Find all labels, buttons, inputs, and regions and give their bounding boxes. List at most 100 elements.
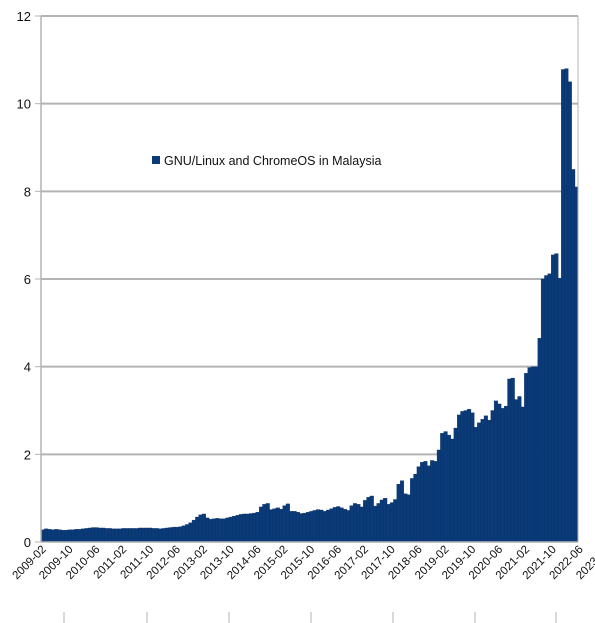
bar — [352, 503, 357, 543]
legend-label: GNU/Linux and ChromeOS in Malaysia — [164, 154, 381, 168]
bar — [309, 511, 314, 543]
bar — [369, 495, 374, 543]
bar — [554, 253, 559, 543]
bar — [282, 505, 287, 543]
bar — [386, 504, 391, 543]
bar — [473, 427, 478, 543]
bar — [332, 507, 337, 543]
gridlines — [41, 15, 578, 456]
bar — [87, 527, 92, 543]
bar — [316, 509, 321, 543]
bar — [252, 512, 257, 543]
bar — [463, 410, 468, 543]
y-axis-ticks: 0 2 4 6 8 10 12 — [17, 9, 41, 550]
bar — [399, 480, 404, 543]
bar — [379, 499, 384, 543]
bar — [67, 529, 72, 543]
bar — [527, 367, 532, 543]
bar — [279, 508, 284, 543]
bar — [426, 465, 431, 543]
bar — [218, 518, 223, 543]
bar — [363, 500, 368, 543]
bar — [111, 528, 116, 543]
bar — [500, 408, 505, 543]
bar — [470, 412, 475, 543]
bar — [292, 511, 297, 543]
bar — [242, 513, 247, 543]
bar — [107, 528, 112, 543]
bar — [84, 528, 89, 543]
y-tick-label: 4 — [24, 360, 31, 375]
bar — [517, 396, 522, 543]
bar — [497, 403, 502, 543]
bar — [457, 414, 462, 543]
bar — [483, 415, 488, 543]
bar — [64, 530, 69, 543]
bar — [138, 527, 143, 543]
bar — [248, 513, 253, 543]
bar — [97, 527, 102, 543]
bar — [185, 524, 190, 543]
bar — [60, 530, 65, 543]
bar — [121, 528, 126, 543]
bar — [94, 527, 99, 543]
bar — [561, 69, 566, 543]
bar — [326, 509, 331, 543]
bar — [416, 466, 421, 543]
bar — [238, 514, 243, 543]
bar — [396, 483, 401, 543]
bar — [178, 526, 183, 543]
bar — [47, 529, 52, 543]
bar — [272, 508, 277, 543]
bar — [128, 528, 133, 543]
bar — [389, 502, 394, 543]
bar — [262, 504, 267, 543]
bar — [195, 516, 200, 543]
series-bars — [40, 68, 579, 543]
bar — [537, 338, 542, 543]
bar — [269, 509, 274, 543]
bar — [154, 528, 159, 543]
bar — [161, 528, 166, 543]
bar — [208, 519, 213, 543]
bar — [124, 528, 129, 543]
bar — [77, 529, 82, 543]
bar — [557, 277, 562, 543]
bar — [259, 506, 264, 543]
bar — [57, 529, 62, 543]
bar — [302, 512, 307, 543]
bar — [520, 406, 525, 543]
bar — [295, 512, 300, 543]
bar — [232, 515, 237, 543]
bar — [453, 427, 458, 543]
bar — [514, 399, 519, 543]
y-tick-label: 0 — [24, 535, 31, 550]
bar — [436, 449, 441, 543]
bar — [171, 526, 176, 543]
bar — [50, 529, 55, 543]
bar — [222, 518, 227, 543]
bar — [104, 528, 109, 543]
y-tick-label: 2 — [24, 447, 31, 462]
bar — [443, 431, 448, 543]
bar — [383, 498, 388, 543]
bar — [540, 278, 545, 543]
bar — [228, 516, 233, 543]
bar — [299, 513, 304, 543]
bar — [571, 169, 576, 543]
bar — [567, 81, 572, 543]
bar — [420, 462, 425, 543]
bar — [158, 528, 163, 543]
bar — [373, 505, 378, 543]
bar — [430, 460, 435, 543]
bar — [151, 528, 156, 543]
bar — [547, 273, 552, 543]
x-axis-ticks: 2009-022009-102010-062011-022011-102012-… — [10, 544, 595, 623]
bar — [342, 508, 347, 543]
bar — [336, 506, 341, 543]
bar — [191, 519, 196, 543]
bar — [91, 527, 96, 543]
bar — [168, 527, 173, 543]
bar — [534, 366, 539, 543]
